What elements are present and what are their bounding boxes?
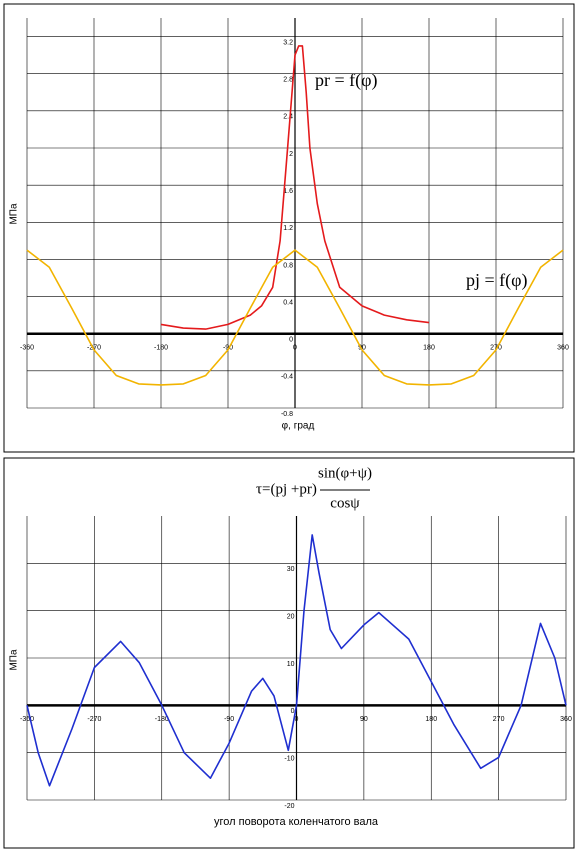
- x-tick-label: -270: [87, 345, 101, 352]
- x-tick-label: 180: [425, 716, 437, 723]
- x-tick-label: 90: [360, 716, 368, 723]
- y-tick-label: 30: [287, 566, 295, 573]
- y-tick-label: -10: [284, 756, 294, 763]
- y-tick-label: -0.8: [281, 411, 293, 418]
- y-axis-label: МПа: [9, 649, 20, 671]
- y-tick-label: 0: [291, 708, 295, 715]
- y-tick-label: 0: [289, 337, 293, 344]
- x-axis-label: φ, град: [282, 421, 315, 432]
- series-line: [26, 534, 567, 787]
- y-tick-label: 2.4: [283, 114, 293, 121]
- y-tick-label: 10: [287, 661, 295, 668]
- x-axis-label: угол поворота коленчатого вала: [214, 816, 379, 828]
- x-tick-label: -180: [154, 345, 168, 352]
- annotation: pr = f(φ): [315, 70, 378, 91]
- y-tick-label: -0.4: [281, 374, 293, 381]
- x-tick-label: 360: [557, 345, 569, 352]
- x-tick-label: -360: [20, 716, 34, 723]
- formula: cosψ: [330, 495, 360, 511]
- x-tick-label: 270: [490, 345, 502, 352]
- series-line: [26, 249, 564, 386]
- annotation: pj = f(φ): [466, 270, 528, 291]
- panel-bottom: [3, 457, 575, 849]
- x-tick-label: -90: [224, 716, 234, 723]
- x-tick-label: 90: [358, 345, 366, 352]
- y-tick-label: 1.2: [283, 225, 293, 232]
- x-tick-label: -360: [20, 345, 34, 352]
- y-tick-label: 0.8: [283, 262, 293, 269]
- series-line: [160, 45, 430, 330]
- y-tick-label: -20: [284, 803, 294, 810]
- x-tick-label: 180: [423, 345, 435, 352]
- y-tick-label: 2.8: [283, 77, 293, 84]
- y-tick-label: 3.2: [283, 39, 293, 46]
- x-tick-label: 270: [493, 716, 505, 723]
- y-tick-label: 1.6: [283, 188, 293, 195]
- y-axis-label: МПа: [9, 203, 20, 225]
- x-tick-label: -270: [87, 716, 101, 723]
- y-tick-label: 20: [287, 614, 295, 621]
- y-tick-label: 0.4: [283, 299, 293, 306]
- x-tick-label: -180: [155, 716, 169, 723]
- panel-top: [3, 3, 575, 453]
- y-tick-label: 2: [289, 151, 293, 158]
- formula: τ=(pj +pr): [256, 481, 317, 497]
- formula: sin(φ+ψ): [318, 465, 372, 481]
- x-tick-label: -90: [223, 345, 233, 352]
- x-tick-label: 360: [560, 716, 572, 723]
